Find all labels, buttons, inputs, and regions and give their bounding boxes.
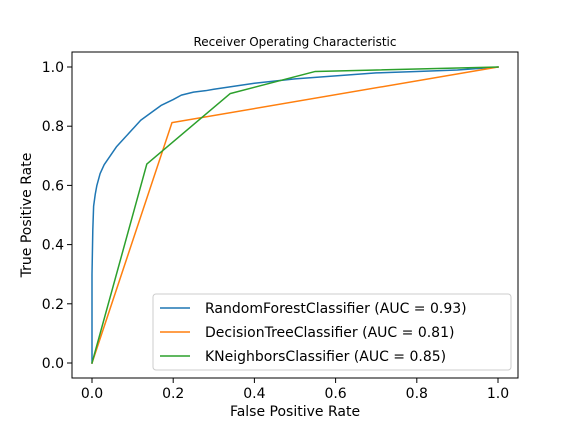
legend-label: KNeighborsClassifier (AUC = 0.85) (205, 349, 446, 365)
chart-title: Receiver Operating Characteristic (193, 35, 396, 49)
series-line-decisiontreeclassifier (91, 66, 499, 364)
y-tick-label: 1.0 (42, 60, 64, 76)
x-tick-label: 0.2 (162, 386, 184, 402)
y-tick-label: 0.2 (42, 297, 64, 313)
plot-frame (71, 51, 519, 379)
x-axis-label: False Positive Rate (230, 404, 360, 420)
x-tick-label: 0.4 (243, 386, 265, 402)
series-lines (91, 66, 499, 364)
y-tick-label: 0.4 (42, 238, 64, 254)
y-axis-ticks: 0.0 0.2 0.4 0.6 0.8 1.0 (42, 60, 72, 372)
x-tick-label: 0.0 (81, 386, 103, 402)
x-tick-label: 0.8 (406, 386, 428, 402)
legend-label: RandomForestClassifier (AUC = 0.93) (205, 301, 467, 317)
series-line-randomforestclassifier (91, 66, 499, 364)
y-axis-label: True Positive Rate (19, 153, 35, 279)
y-tick-label: 0.8 (42, 119, 64, 135)
legend-box (152, 293, 512, 371)
legend-label: DecisionTreeClassifier (AUC = 0.81) (205, 325, 454, 341)
y-tick-label: 0.6 (42, 178, 64, 194)
x-tick-label: 0.6 (324, 386, 346, 402)
x-tick-label: 1.0 (487, 386, 509, 402)
y-tick-label: 0.0 (42, 356, 64, 372)
x-axis-ticks: 0.0 0.2 0.4 0.6 0.8 1.0 (81, 378, 509, 402)
legend-items: RandomForestClassifier (AUC = 0.93) Decis… (160, 301, 467, 365)
series-line-kneighborsclassifier (91, 66, 499, 364)
legend: RandomForestClassifier (AUC = 0.93) Decis… (152, 293, 512, 371)
